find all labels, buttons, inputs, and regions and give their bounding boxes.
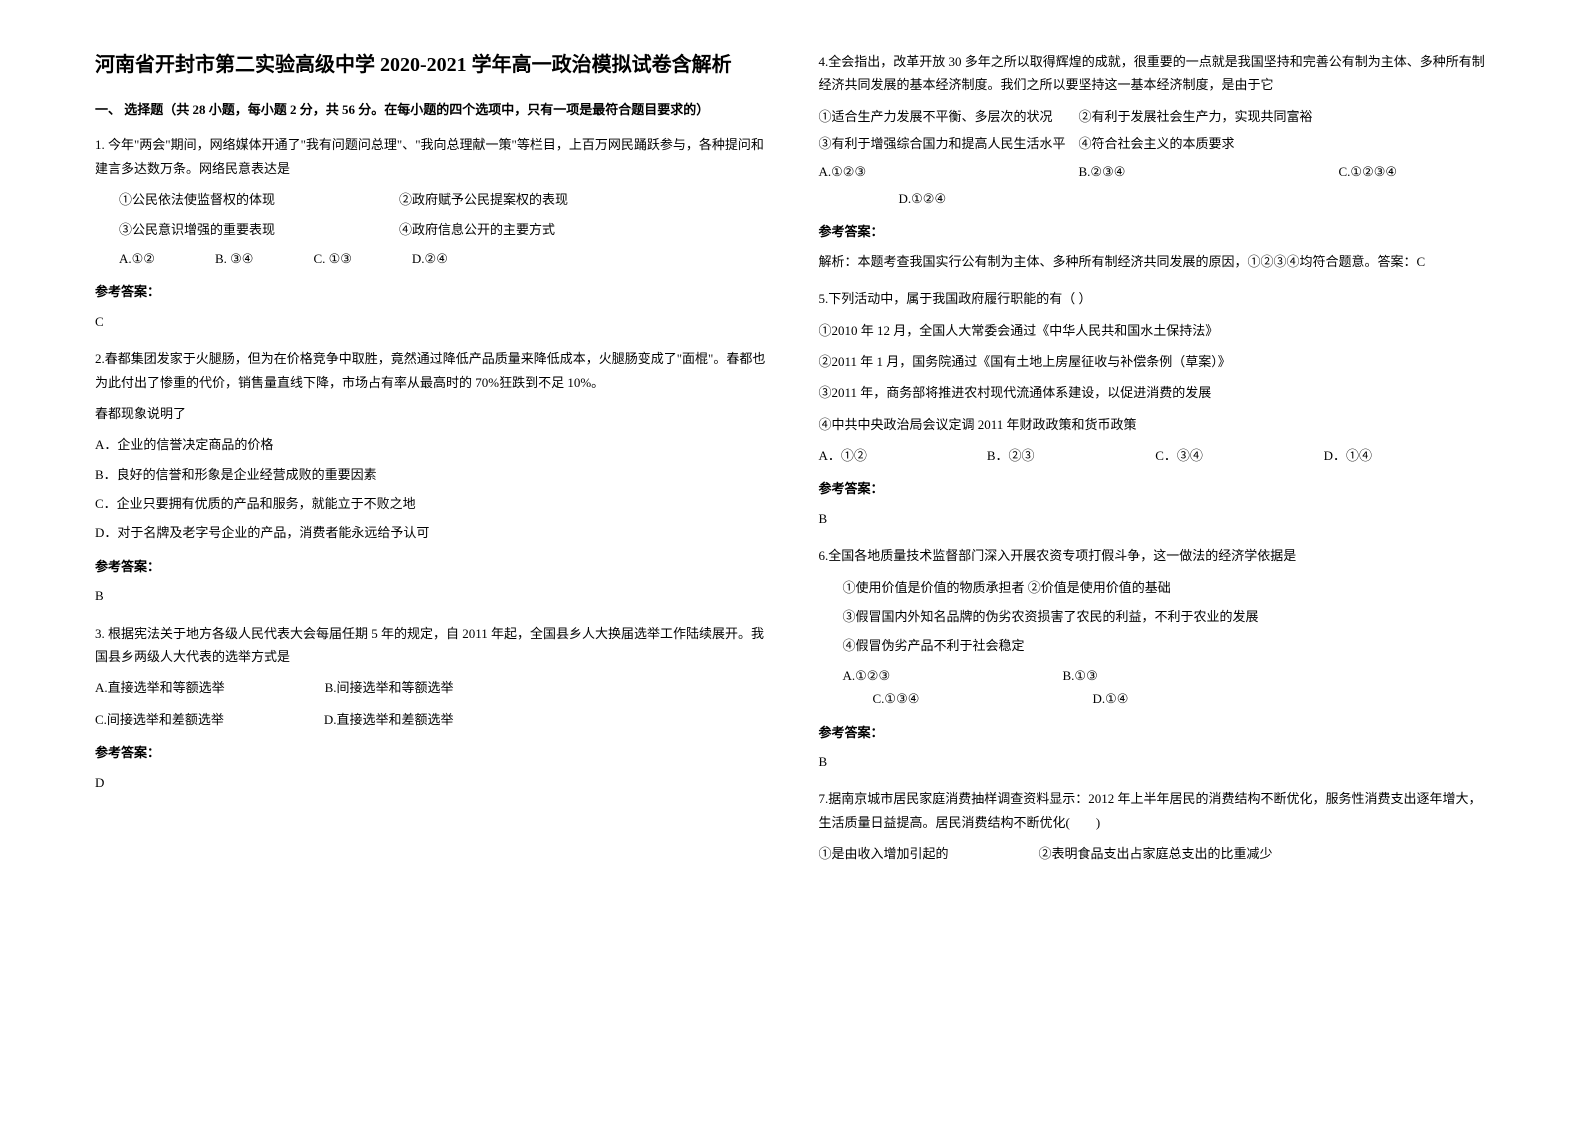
q4-opt4: ④符合社会主义的本质要求 — [1079, 132, 1235, 155]
q7-opt1: ①是由收入增加引起的 — [819, 842, 1039, 865]
question-5: 5.下列活动中，属于我国政府履行职能的有（ ） ①2010 年 12 月，全国人… — [819, 287, 1493, 530]
q6-d: D.①④ — [1093, 687, 1129, 710]
q5-c: C．③④ — [1155, 444, 1323, 467]
q7-opt2: ②表明食品支出占家庭总支出的比重减少 — [1039, 842, 1273, 865]
q4-answer-label: 参考答案： — [819, 220, 1493, 243]
q1-opt4: ④政府信息公开的主要方式 — [399, 218, 555, 241]
q6-answer-label: 参考答案： — [819, 721, 1493, 744]
q4-b: B.②③④ — [1079, 160, 1339, 183]
q1-a: A.①② — [119, 247, 155, 270]
q7-text: 7.据南京城市居民家庭消费抽样调查资料显示：2012 年上半年居民的消费结构不断… — [819, 787, 1493, 834]
q5-opt1: ①2010 年 12 月，全国人大常委会通过《中华人民共和国水土保持法》 — [819, 319, 1493, 342]
section-header: 一、 选择题（共 28 小题，每小题 2 分，共 56 分。在每小题的四个选项中… — [95, 98, 769, 121]
q4-circled-row2: ③有利于增强综合国力和提高人民生活水平 ④符合社会主义的本质要求 — [819, 132, 1493, 155]
q4-circled-row1: ①适合生产力发展不平衡、多层次的状况 ②有利于发展社会生产力，实现共同富裕 — [819, 105, 1493, 128]
q1-opt1: ①公民依法使监督权的体现 — [119, 188, 399, 211]
q1-opt3: ③公民意识增强的重要表现 — [119, 218, 399, 241]
q2-text: 2.春都集团发家于火腿肠，但为在价格竞争中取胜，竟然通过降低产品质量来降低成本，… — [95, 347, 769, 394]
q4-opt1: ①适合生产力发展不平衡、多层次的状况 — [819, 105, 1079, 128]
q5-abcd: A．①② B．②③ C．③④ D．①④ — [819, 444, 1493, 467]
q1-d: D.②④ — [412, 247, 448, 270]
q2-c: C．企业只要拥有优质的产品和服务，就能立于不败之地 — [95, 492, 769, 515]
q3-answer: D — [95, 771, 769, 794]
q1-answer: C — [95, 310, 769, 333]
question-6: 6.全国各地质量技术监督部门深入开展农资专项打假斗争，这一做法的经济学依据是 ①… — [819, 544, 1493, 773]
q1-opts-row2: ③公民意识增强的重要表现 ④政府信息公开的主要方式 — [119, 218, 769, 241]
q5-opt4: ④中共中央政治局会议定调 2011 年财政政策和货币政策 — [819, 413, 1493, 436]
q3-row1: A.直接选举和等额选举 B.间接选举和等额选举 — [95, 676, 769, 699]
question-7: 7.据南京城市居民家庭消费抽样调查资料显示：2012 年上半年居民的消费结构不断… — [819, 787, 1493, 865]
right-column: 4.全会指出，改革开放 30 多年之所以取得辉煌的成就，很重要的一点就是我国坚持… — [794, 50, 1518, 1072]
q6-cd: C.①③④ D.①④ — [873, 687, 1493, 710]
q1-text: 1. 今年"两会"期间，网络媒体开通了"我有问题问总理"、"我向总理献一策"等栏… — [95, 133, 769, 180]
question-1: 1. 今年"两会"期间，网络媒体开通了"我有问题问总理"、"我向总理献一策"等栏… — [95, 133, 769, 333]
q6-c: C.①③④ — [873, 687, 1093, 710]
q2-sub: 春都现象说明了 — [95, 402, 769, 425]
q4-abc-row: A.①②③ B.②③④ C.①②③④ — [819, 160, 1493, 183]
question-3: 3. 根据宪法关于地方各级人民代表大会每届任期 5 年的规定，自 2011 年起… — [95, 622, 769, 794]
left-column: 河南省开封市第二实验高级中学 2020-2021 学年高一政治模拟试卷含解析 一… — [70, 50, 794, 1072]
q5-b: B．②③ — [987, 444, 1155, 467]
q6-opt4: ④假冒伪劣产品不利于社会稳定 — [843, 634, 1493, 657]
q1-opt2: ②政府赋予公民提案权的表现 — [399, 188, 568, 211]
q6-opt3: ③假冒国内外知名品牌的伪劣农资损害了农民的利益，不利于农业的发展 — [843, 605, 1493, 628]
q4-opt2: ②有利于发展社会生产力，实现共同富裕 — [1079, 105, 1313, 128]
q2-a: A．企业的信誉决定商品的价格 — [95, 433, 769, 456]
q4-text: 4.全会指出，改革开放 30 多年之所以取得辉煌的成就，很重要的一点就是我国坚持… — [819, 50, 1493, 97]
q1-answer-label: 参考答案： — [95, 280, 769, 303]
q5-answer: B — [819, 507, 1493, 530]
document-title: 河南省开封市第二实验高级中学 2020-2021 学年高一政治模拟试卷含解析 — [95, 50, 769, 80]
q4-explain: 解析：本题考查我国实行公有制为主体、多种所有制经济共同发展的原因，①②③④均符合… — [819, 250, 1493, 273]
q6-b: B.①③ — [1063, 664, 1098, 687]
q6-answer: B — [819, 750, 1493, 773]
q3-answer-label: 参考答案： — [95, 741, 769, 764]
q1-c: C. ①③ — [313, 247, 351, 270]
q6-opt12: ①使用价值是价值的物质承担者 ②价值是使用价值的基础 — [843, 576, 1493, 599]
q4-c: C.①②③④ — [1339, 160, 1398, 183]
q2-d: D．对于名牌及老字号企业的产品，消费者能永远给予认可 — [95, 521, 769, 544]
q5-answer-label: 参考答案： — [819, 477, 1493, 500]
question-2: 2.春都集团发家于火腿肠，但为在价格竞争中取胜，竟然通过降低产品质量来降低成本，… — [95, 347, 769, 608]
q1-opts-row1: ①公民依法使监督权的体现 ②政府赋予公民提案权的表现 — [119, 188, 769, 211]
q3-text: 3. 根据宪法关于地方各级人民代表大会每届任期 5 年的规定，自 2011 年起… — [95, 622, 769, 669]
q3-a: A.直接选举和等额选举 — [95, 676, 225, 699]
q3-row2: C.间接选举和差额选举 D.直接选举和差额选举 — [95, 708, 769, 731]
q3-c: C.间接选举和差额选举 — [95, 708, 224, 731]
q2-answer-label: 参考答案： — [95, 555, 769, 578]
q6-a: A.①②③ — [843, 664, 1063, 687]
q2-b: B．良好的信誉和形象是企业经营成败的重要因素 — [95, 463, 769, 486]
q3-d: D.直接选举和差额选举 — [324, 708, 454, 731]
q3-b: B.间接选举和等额选举 — [325, 676, 454, 699]
q5-a: A．①② — [819, 444, 987, 467]
q1-abcd: A.①② B. ③④ C. ①③ D.②④ — [119, 247, 769, 270]
q5-text: 5.下列活动中，属于我国政府履行职能的有（ ） — [819, 287, 1493, 310]
q6-ab: A.①②③ B.①③ — [843, 664, 1493, 687]
q4-opt3: ③有利于增强综合国力和提高人民生活水平 — [819, 132, 1079, 155]
question-4: 4.全会指出，改革开放 30 多年之所以取得辉煌的成就，很重要的一点就是我国坚持… — [819, 50, 1493, 273]
q5-opt3: ③2011 年，商务部将推进农村现代流通体系建设，以促进消费的发展 — [819, 381, 1493, 404]
q2-answer: B — [95, 584, 769, 607]
q4-a: A.①②③ — [819, 160, 1079, 183]
q5-d: D．①④ — [1324, 444, 1492, 467]
q6-text: 6.全国各地质量技术监督部门深入开展农资专项打假斗争，这一做法的经济学依据是 — [819, 544, 1493, 567]
q4-d: D.①②④ — [899, 187, 1493, 210]
q7-opts: ①是由收入增加引起的 ②表明食品支出占家庭总支出的比重减少 — [819, 842, 1493, 865]
q5-opt2: ②2011 年 1 月，国务院通过《国有土地上房屋征收与补偿条例（草案）》 — [819, 350, 1493, 373]
q1-b: B. ③④ — [215, 247, 253, 270]
